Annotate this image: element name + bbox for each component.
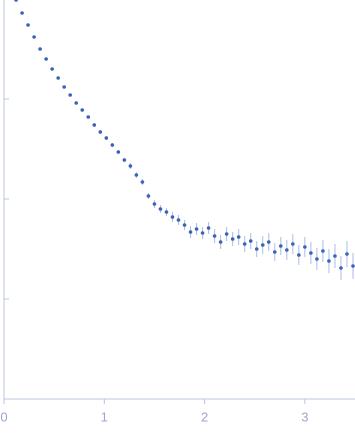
data-point (260, 243, 265, 247)
x-tick-label: 0 (0, 409, 7, 424)
data-point (14, 0, 18, 2)
data-point (176, 218, 181, 222)
data-point (248, 239, 253, 243)
data-point (110, 143, 115, 147)
data-point (315, 257, 319, 261)
data-point (164, 210, 169, 214)
data-point (86, 115, 91, 119)
data-point (188, 230, 193, 234)
data-point (242, 242, 247, 246)
data-point (122, 158, 127, 162)
data-point (351, 264, 355, 268)
data-point (339, 266, 343, 270)
data-point (218, 240, 223, 244)
data-point (309, 251, 313, 255)
data-point (134, 173, 139, 177)
data-point (230, 237, 235, 241)
data-point (128, 164, 133, 168)
data-point (146, 194, 151, 198)
data-point (345, 252, 349, 256)
data-point (38, 47, 42, 51)
data-point (56, 76, 60, 80)
x-tick-label: 2 (201, 409, 208, 424)
data-point (200, 231, 205, 235)
data-point (32, 35, 36, 39)
data-point (50, 67, 54, 71)
data-point (194, 227, 199, 231)
data-point (26, 23, 30, 27)
data-point (74, 101, 79, 105)
data-point (152, 202, 157, 206)
data-point (303, 245, 307, 249)
data-point (170, 215, 175, 219)
x-tick-label: 1 (101, 409, 108, 424)
data-point (62, 85, 66, 89)
data-point (80, 108, 85, 112)
data-point (182, 223, 187, 227)
data-point (285, 248, 289, 252)
data-point (92, 123, 97, 127)
data-point (321, 249, 325, 253)
data-point (278, 244, 283, 248)
data-point (44, 57, 48, 61)
data-point (254, 247, 259, 251)
data-point (20, 11, 24, 15)
data-point (266, 240, 271, 244)
data-point (104, 136, 109, 140)
data-point (158, 207, 163, 211)
data-point (212, 234, 217, 238)
data-point (140, 180, 145, 184)
data-point (291, 242, 295, 246)
data-point (272, 250, 277, 254)
data-point (327, 259, 331, 263)
data-point (98, 130, 103, 134)
data-point (116, 150, 121, 154)
data-point (333, 254, 337, 258)
data-point (68, 93, 72, 97)
data-point (236, 235, 241, 239)
x-tick-label: 3 (301, 409, 308, 424)
data-point (206, 226, 211, 230)
data-point (297, 253, 301, 257)
data-point (224, 232, 229, 236)
